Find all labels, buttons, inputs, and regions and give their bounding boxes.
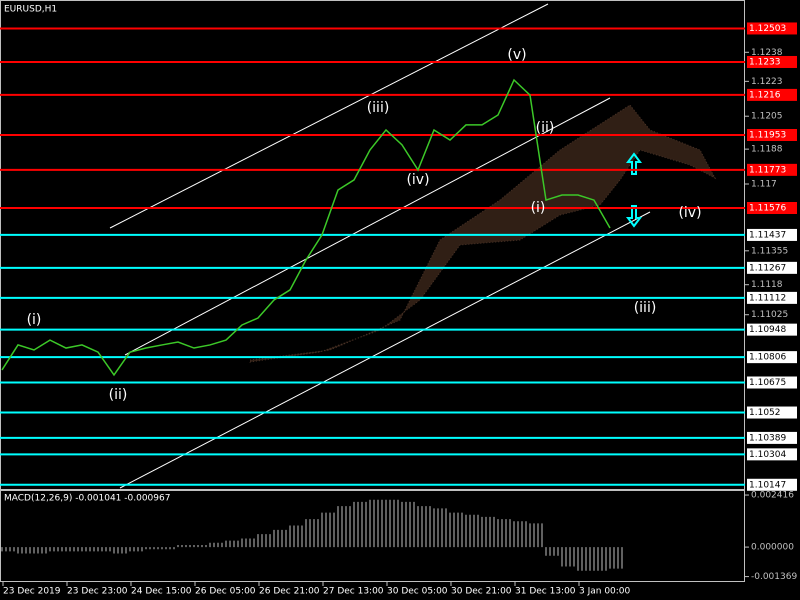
x-tick-label: 26 Dec 05:00: [195, 587, 256, 597]
level-box: [747, 55, 797, 68]
y-tick-label: 1.11355: [751, 246, 788, 256]
level-label: 1.11953: [749, 130, 786, 140]
y-tick-label: 1.1223: [751, 77, 783, 87]
x-tick-label: 26 Dec 21:00: [259, 587, 320, 597]
price-line: [1, 78, 611, 377]
level-label: 1.11773: [749, 165, 786, 175]
wave-label: (iv): [406, 172, 429, 188]
level-box: [747, 291, 797, 304]
y-tick-label: 1.1205: [751, 112, 783, 122]
level-label: 1.10304: [749, 450, 786, 460]
chart-title: EURUSD,H1: [4, 5, 57, 15]
main-frame: [0, 0, 745, 490]
y-tick-label: 0.000000: [751, 543, 794, 553]
wave-label: (i): [531, 200, 546, 216]
channel-line: [119, 211, 651, 489]
wave-label: (i): [27, 312, 42, 328]
level-box: [747, 128, 797, 141]
y-tick-label: 1.117: [751, 179, 777, 189]
channel-line: [109, 3, 549, 229]
x-tick-label: 27 Dec 13:00: [323, 587, 384, 597]
ichimoku-cloud: [249, 104, 717, 363]
level-label: 1.10948: [749, 325, 786, 335]
down-arrow: [626, 205, 642, 228]
level-box: [747, 448, 797, 461]
level-box: [747, 163, 797, 176]
channel-line: [124, 97, 611, 356]
x-tick-label: 31 Dec 13:00: [515, 587, 576, 597]
level-box: [747, 261, 797, 274]
wave-label: (ii): [536, 120, 555, 136]
level-box: [747, 406, 797, 419]
wave-label: (iii): [367, 100, 390, 116]
level-box: [747, 376, 797, 389]
y-tick-label: 1.1238: [751, 48, 783, 58]
level-label: 1.1052: [749, 408, 781, 418]
wave-label: (iii): [634, 300, 657, 316]
level-box: [747, 88, 797, 101]
x-tick-label: 3 Jan 00:00: [579, 587, 631, 597]
level-box: [747, 22, 797, 35]
wave-label: (v): [507, 47, 526, 63]
x-tick-label: 23 Dec 2019: [3, 587, 61, 597]
y-tick-label: 1.1188: [751, 145, 783, 155]
level-label: 1.1233: [749, 57, 781, 67]
level-label: 1.11437: [749, 230, 786, 240]
level-box: [747, 202, 797, 215]
level-box: [747, 478, 797, 491]
level-label: 1.10675: [749, 378, 786, 388]
level-label: 1.10389: [749, 433, 786, 443]
level-label: 1.1216: [749, 90, 781, 100]
x-tick-label: 30 Dec 21:00: [451, 587, 512, 597]
y-tick-label: 1.1118: [751, 280, 783, 290]
level-box: [747, 228, 797, 241]
level-box: [747, 323, 797, 336]
level-label: 1.10147: [749, 480, 786, 490]
level-label: 1.11576: [749, 204, 786, 214]
x-tick-label: 23 Dec 23:00: [67, 587, 128, 597]
level-label: 1.11112: [749, 293, 786, 303]
y-tick-label: 0.002416: [751, 491, 794, 501]
level-label: 1.10806: [749, 353, 786, 363]
wave-label: (iv): [678, 205, 701, 221]
y-tick-label: 1.11025: [751, 310, 788, 320]
x-tick-label: 30 Dec 05:00: [387, 587, 448, 597]
macd-title: MACD(12,26,9) -0.001041 -0.000967: [4, 494, 170, 504]
x-tick-label: 24 Dec 15:00: [131, 587, 192, 597]
level-box: [747, 351, 797, 364]
up-arrow: [626, 152, 642, 175]
macd-frame: [0, 490, 745, 582]
level-label: 1.12503: [749, 24, 786, 34]
wave-label: (ii): [109, 387, 128, 403]
level-label: 1.11267: [749, 263, 786, 273]
level-box: [747, 431, 797, 444]
y-tick-label: -0.001369: [751, 572, 797, 582]
